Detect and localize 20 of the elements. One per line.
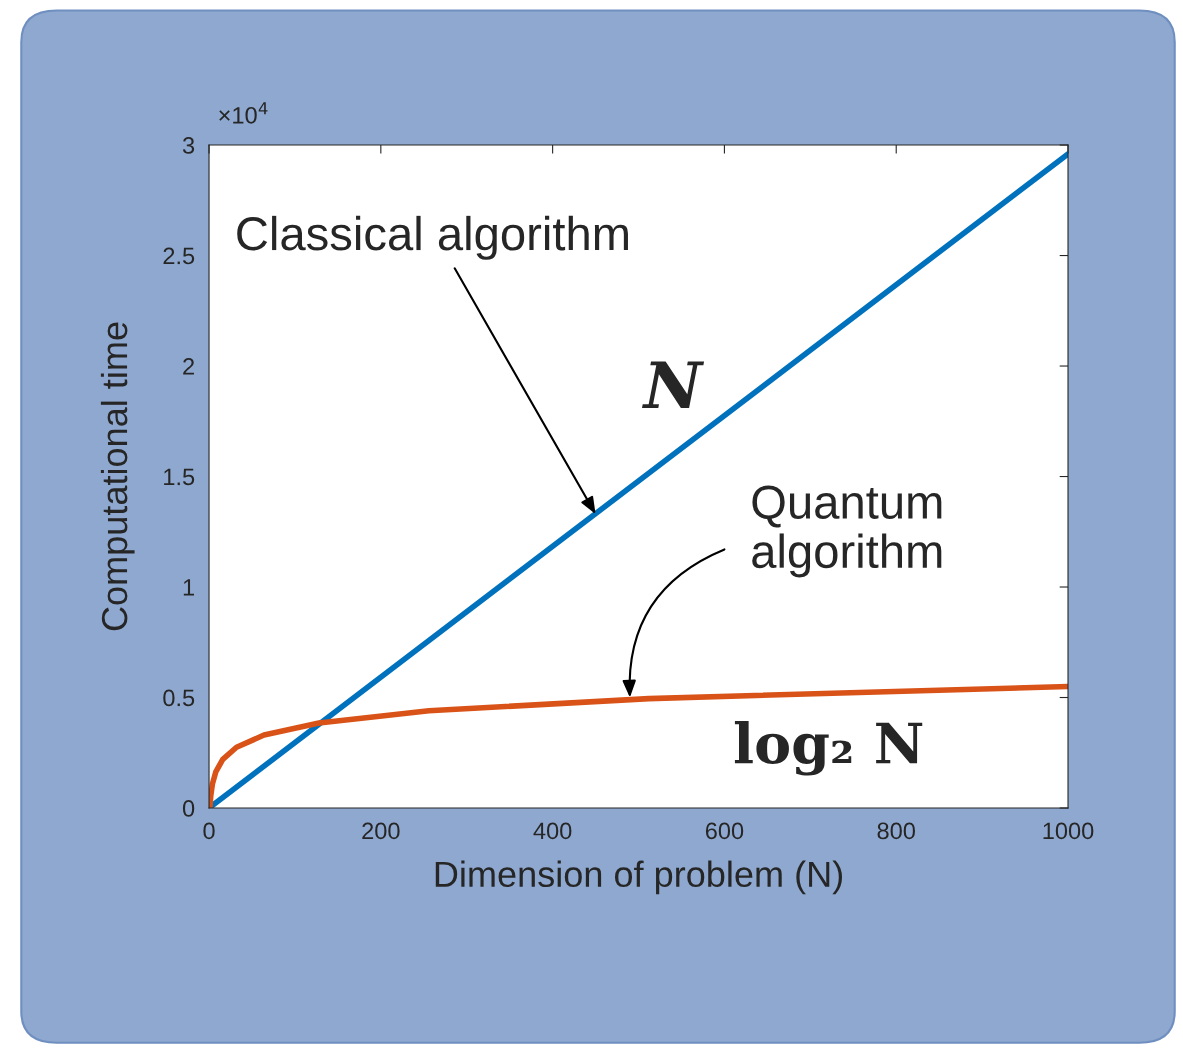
- annotation: Quantum algorithm: [752, 485, 942, 578]
- x-axis-title: Dimension of problem (N): [435, 860, 842, 895]
- y-tick-label: 1: [183, 579, 194, 596]
- annotation: N: [642, 361, 705, 408]
- x-tick-label: 200: [362, 822, 400, 840]
- annotation: log₂ N: [734, 721, 923, 776]
- x-tick-label: 1000: [1043, 822, 1094, 840]
- x-tick-label: 400: [533, 822, 572, 840]
- text: ×10$^{4}$: [219, 102, 268, 124]
- y-tick-label: 0.5: [163, 689, 195, 707]
- y-tick-label: 1.5: [164, 468, 195, 486]
- x-tick-label: 800: [877, 822, 915, 840]
- y-tick-label: 3: [182, 137, 195, 154]
- y-axis-title: Computational time: [100, 322, 135, 631]
- y-tick-label: 0: [182, 800, 195, 817]
- x-tick-label: 0: [203, 822, 215, 840]
- y-tick-label: 2: [183, 358, 194, 375]
- x-tick-label: 600: [705, 822, 744, 840]
- y-tick-label: 2.5: [163, 247, 195, 265]
- annotation: Classical algorithm: [237, 215, 628, 260]
